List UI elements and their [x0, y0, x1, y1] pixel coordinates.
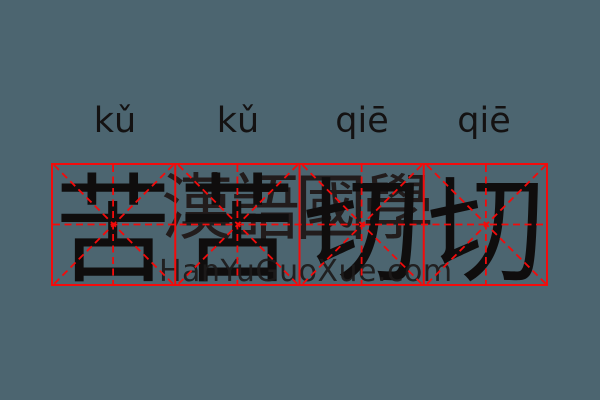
- pinyin-label-4: qiē: [457, 101, 511, 141]
- pinyin-label-1: kǔ: [93, 101, 137, 141]
- pinyin-label-2: kǔ: [216, 101, 260, 141]
- mizige-grid-lines-icon: [51, 163, 548, 286]
- pinyin-label-3: qiē: [335, 101, 389, 141]
- watermark-site-name: 漢語國學: [161, 169, 434, 249]
